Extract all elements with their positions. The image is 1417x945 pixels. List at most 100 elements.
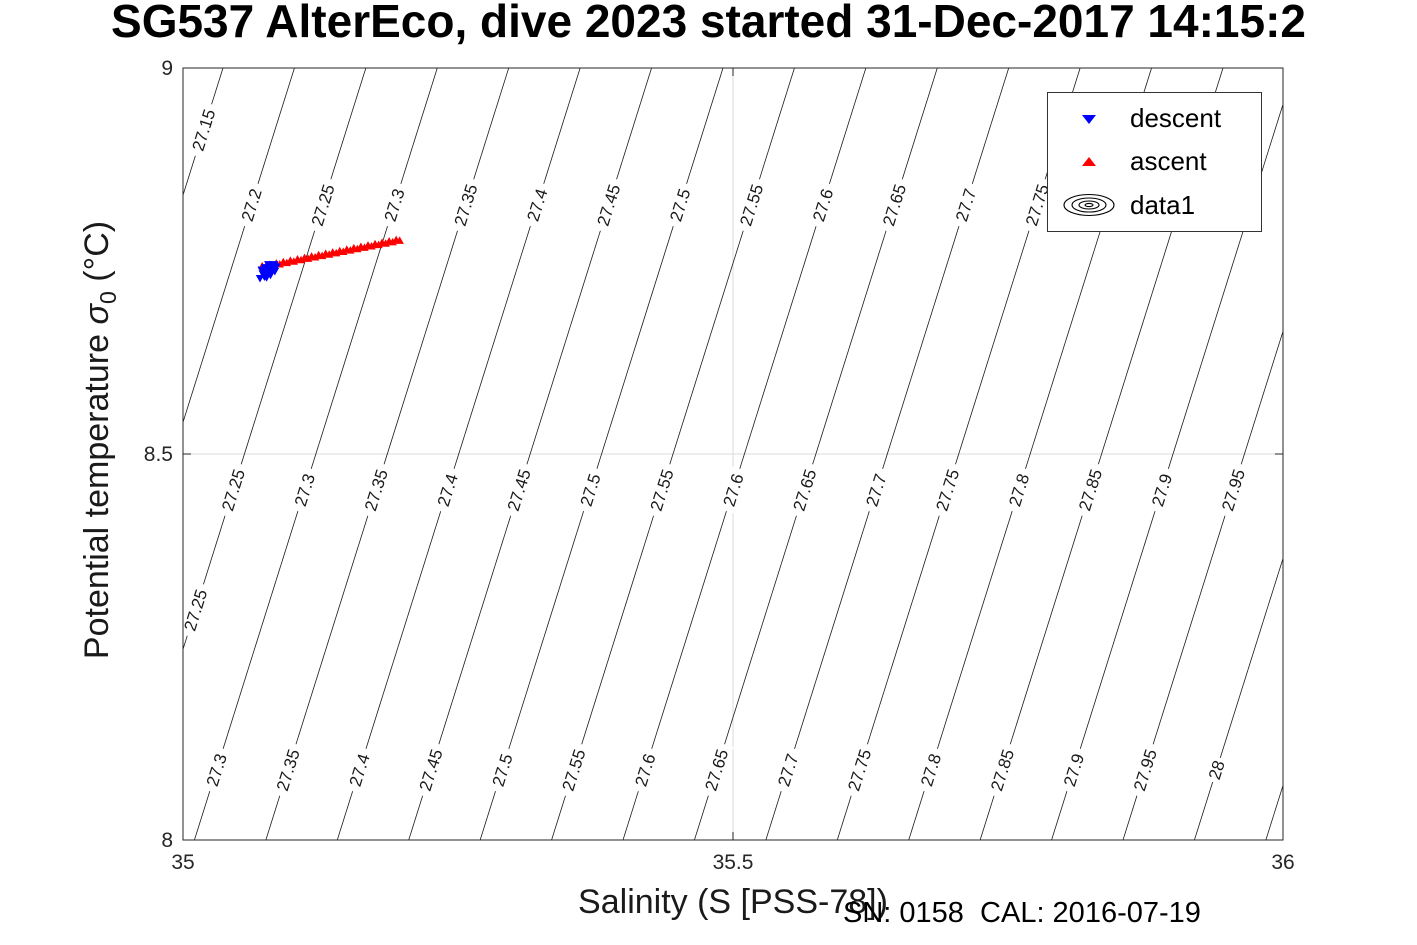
svg-text:27.3: 27.3 [291, 471, 319, 508]
ascent-marker [296, 255, 306, 264]
svg-text:27.6: 27.6 [809, 187, 837, 224]
contour-label: 27.5 [486, 746, 518, 795]
ascent-marker [381, 239, 390, 247]
contour-label: 27.65 [699, 741, 734, 799]
y-tick-label: 8 [161, 829, 173, 852]
contour-label: 27.65 [787, 461, 822, 519]
svg-text:27.45: 27.45 [594, 182, 625, 228]
svg-text:27.35: 27.35 [451, 182, 482, 228]
svg-text:27.25: 27.25 [308, 182, 339, 228]
descent-marker [270, 261, 279, 269]
contour-label: 27.4 [343, 745, 376, 795]
contour-label: 27.7 [860, 466, 892, 515]
ascent-marker [339, 247, 348, 256]
svg-text:27.95: 27.95 [1218, 467, 1249, 513]
contour-label: 27.3 [200, 745, 233, 794]
svg-text:27.7: 27.7 [774, 752, 802, 789]
sensor-annotation: SN: 0158 CAL: 2016-07-19 [843, 897, 1201, 929]
axis-box [182, 67, 1284, 841]
contour-label: 27.6 [629, 745, 661, 795]
ascent-marker [303, 254, 313, 262]
descent-marker [257, 266, 266, 274]
svg-text:27.85: 27.85 [1075, 467, 1106, 513]
ascent-marker [374, 240, 383, 249]
descent-marker [266, 271, 275, 280]
contour-label: 27.55 [734, 176, 769, 234]
contour-label: 27.8 [914, 745, 947, 794]
contour-label: 27.4 [521, 180, 553, 229]
x-tick-label: 36 [1271, 851, 1294, 874]
ascent-marker [310, 253, 320, 261]
contour-label: 27.3 [378, 180, 410, 230]
svg-text:27.4: 27.4 [523, 186, 551, 223]
y-axis-label: Potential temperature σ0 (°C) [78, 221, 122, 659]
legend[interactable]: descent ascent data1 [1047, 92, 1262, 232]
contour-label: 27.35 [448, 176, 483, 234]
contour-label: 27.75 [930, 461, 965, 519]
contour-label: 27.35 [270, 741, 306, 799]
svg-text:27.75: 27.75 [844, 747, 875, 793]
x-axis-label: Salinity (S [PSS-78]) [578, 883, 888, 921]
sigma-symbol: σ [78, 304, 117, 325]
svg-text:27.75: 27.75 [932, 467, 963, 513]
ascent-marker [289, 257, 299, 265]
svg-text:27.55: 27.55 [647, 467, 678, 513]
legend-entry-data1[interactable]: data1 [1060, 187, 1261, 223]
plot-title: SG537 AlterEco, dive 2023 started 31-Dec… [111, 0, 1306, 47]
svg-text:27.55: 27.55 [559, 747, 590, 793]
svg-text:27.3: 27.3 [381, 187, 409, 224]
contour-label: 27.65 [877, 176, 912, 234]
legend-entry-descent[interactable]: descent [1060, 101, 1261, 137]
ascent-triangle-up-icon [1060, 154, 1118, 170]
contour-label: 27.85 [985, 741, 1020, 799]
svg-text:27.65: 27.65 [790, 467, 821, 513]
contour-label: 27.45 [591, 176, 626, 234]
ascent-marker [317, 251, 327, 260]
contour-label: 27.45 [501, 461, 536, 519]
contour-label: 27.8 [1003, 465, 1035, 515]
contour-line [1265, 785, 1284, 841]
legend-entry-ascent[interactable]: ascent [1060, 144, 1261, 180]
ascent-marker [332, 248, 341, 257]
svg-text:27.45: 27.45 [416, 747, 447, 793]
contour-label: 27.9 [1057, 745, 1090, 795]
contour-label: 27.45 [413, 741, 448, 799]
svg-text:27.2: 27.2 [238, 186, 266, 223]
svg-text:27.95: 27.95 [1130, 747, 1161, 793]
svg-text:27.7: 27.7 [952, 186, 980, 223]
contour-label: 27.7 [949, 180, 982, 230]
svg-text:27.5: 27.5 [666, 187, 694, 224]
ascent-marker [367, 241, 376, 250]
svg-text:27.5: 27.5 [489, 752, 517, 789]
ylabel-text: Potential temperature [78, 324, 117, 660]
svg-text:27.25: 27.25 [218, 467, 249, 513]
svg-text:27.35: 27.35 [361, 467, 392, 513]
contour-label: 27.75 [842, 741, 877, 799]
ascent-marker [282, 258, 292, 267]
ascent-marker [395, 236, 404, 244]
contour-label: 28 [1203, 755, 1230, 785]
ascent-marker [360, 243, 369, 251]
svg-text:27.4: 27.4 [434, 472, 462, 509]
svg-text:28: 28 [1205, 758, 1229, 782]
svg-text:27.6: 27.6 [631, 751, 659, 788]
x-tick-label: 35.5 [713, 851, 754, 874]
contour-line [182, 67, 367, 650]
contour-line [182, 67, 295, 423]
svg-text:27.55: 27.55 [736, 182, 767, 228]
contour-label: 27.25 [305, 176, 340, 234]
svg-text:27.8: 27.8 [1005, 471, 1033, 508]
descent-marker [255, 274, 265, 283]
contour-label: 27.15 [186, 101, 221, 159]
svg-text:27.4: 27.4 [346, 752, 374, 789]
svg-text:27.65: 27.65 [879, 182, 910, 228]
x-tick-label: 35 [171, 851, 194, 874]
ascent-marker [388, 237, 397, 246]
contour-label: 27.2 [235, 180, 268, 229]
ascent-marker [324, 250, 334, 258]
contour-label: 27.3 [288, 465, 321, 514]
svg-text:27.15: 27.15 [189, 107, 220, 153]
y-tick-label: 8.5 [144, 443, 173, 466]
